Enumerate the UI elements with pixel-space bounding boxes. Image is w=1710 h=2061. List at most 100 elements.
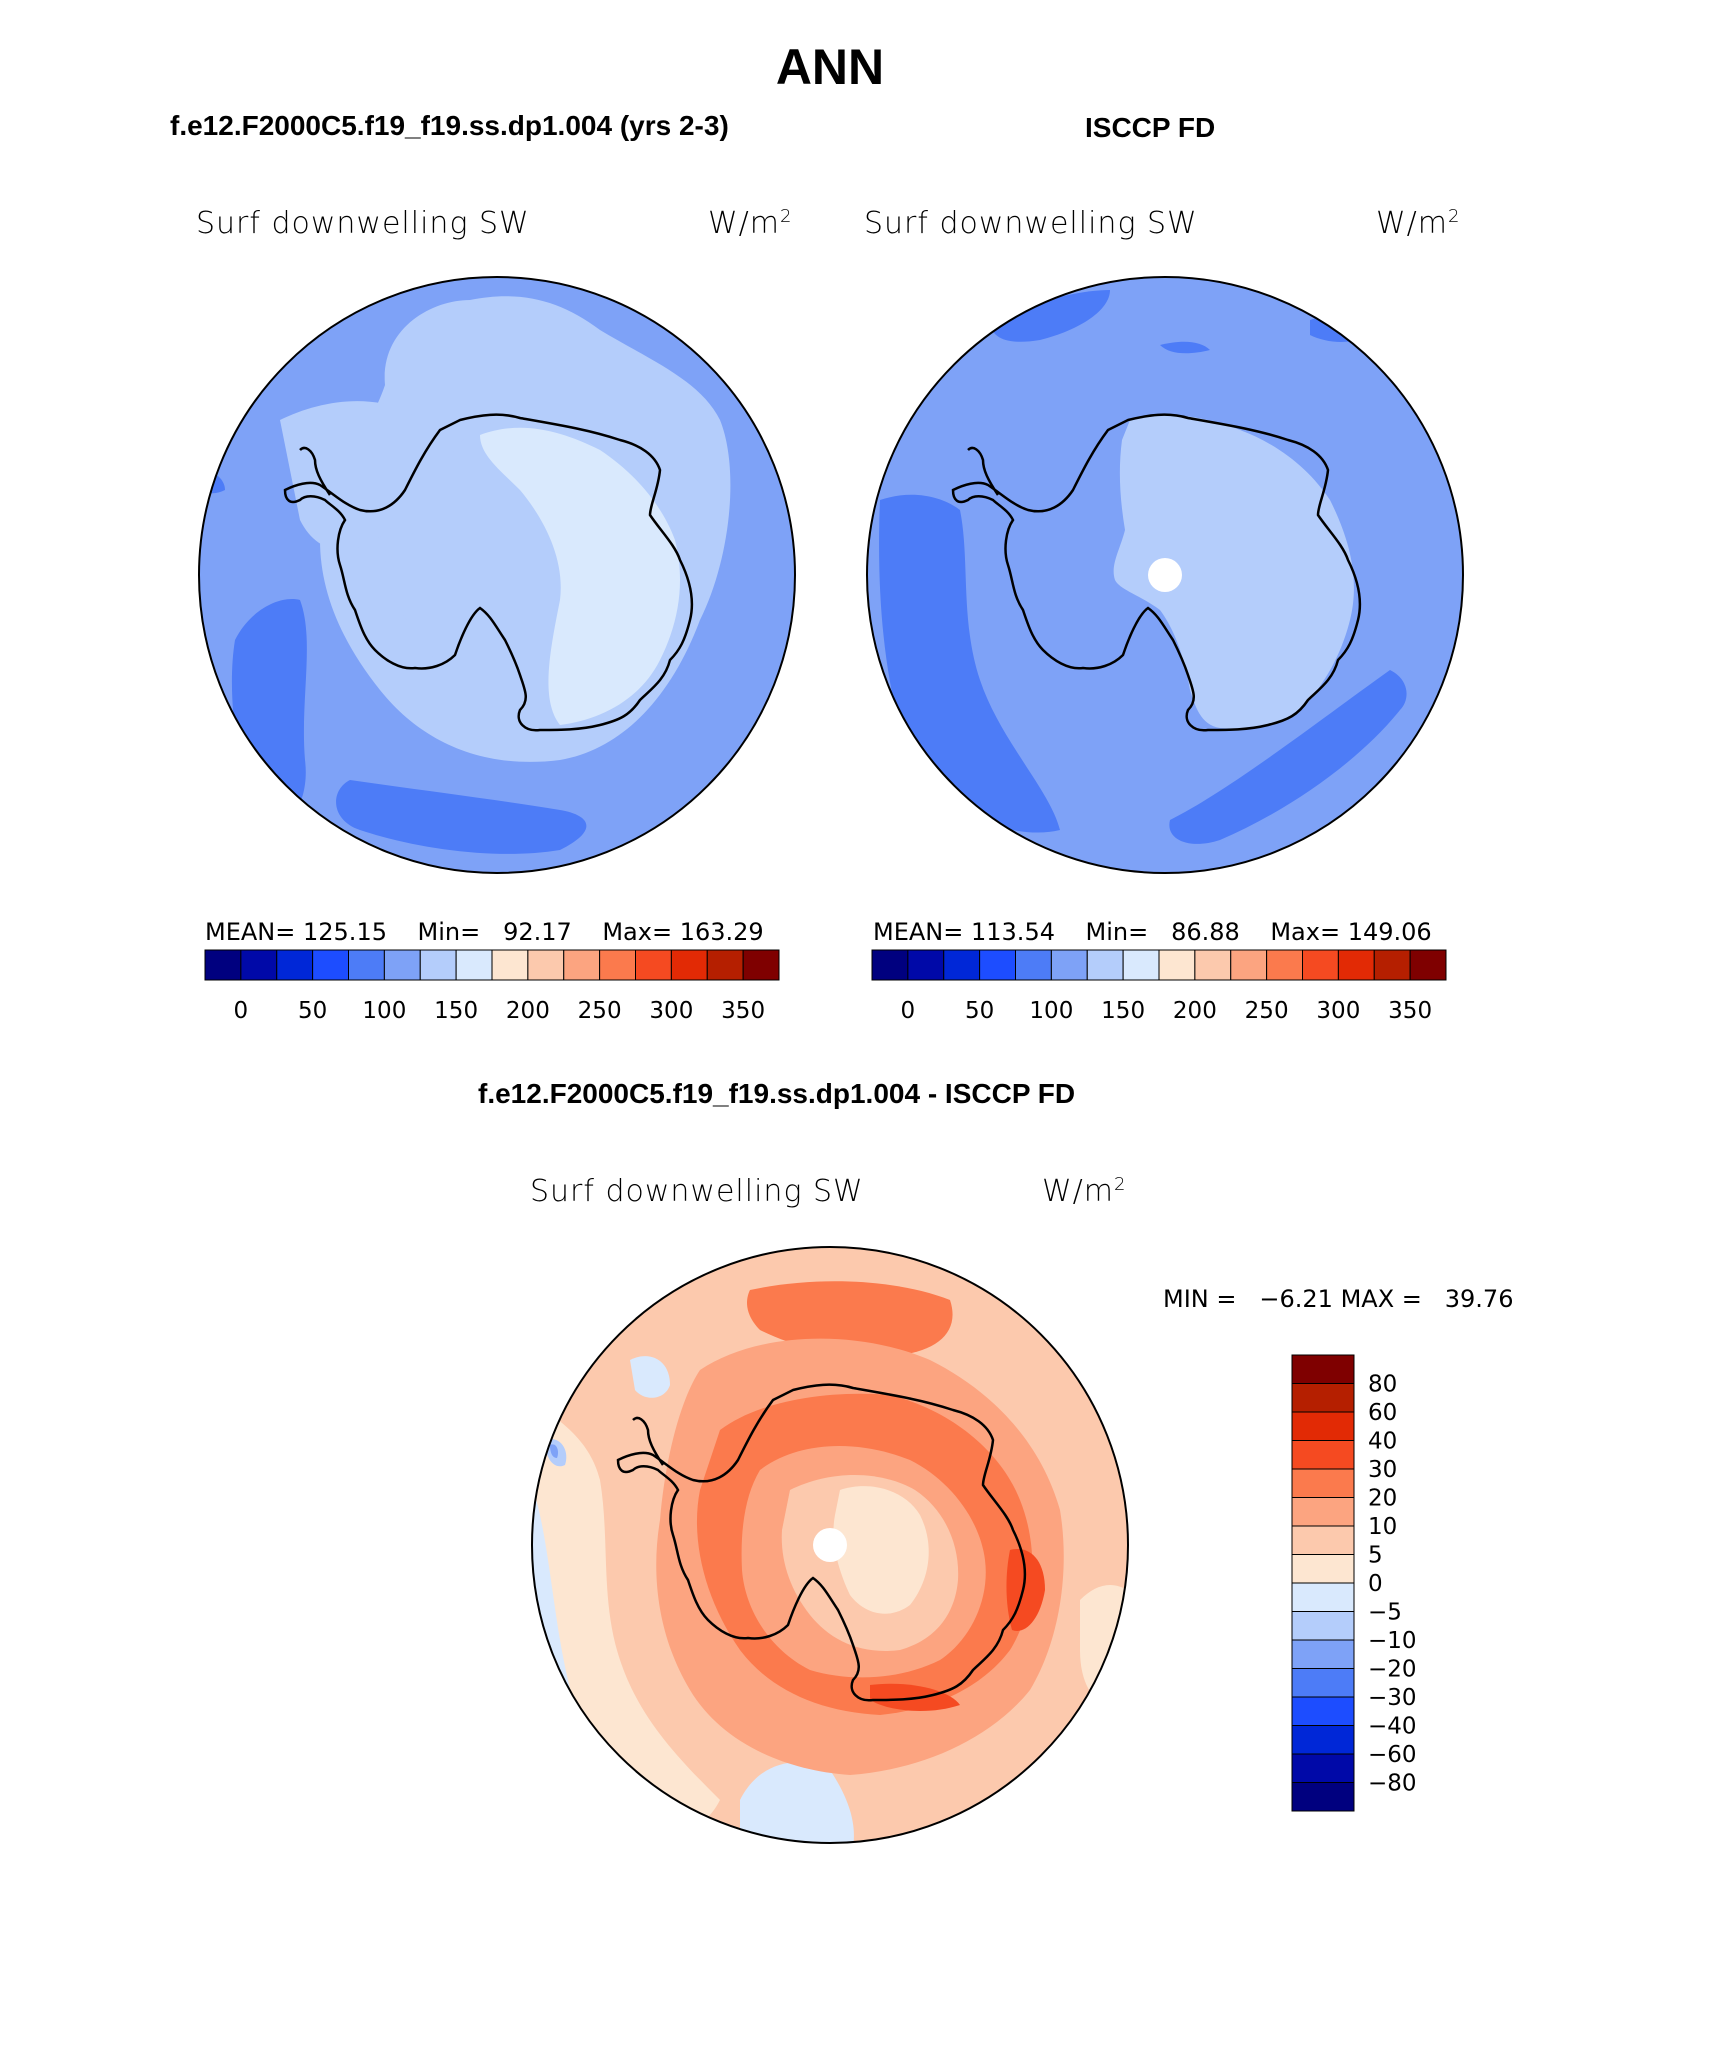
model-dark-patch-2: [336, 780, 587, 854]
diff-colorbar-tick-label: −40: [1368, 1714, 1417, 1740]
diff-colorbar-tick-label: 40: [1368, 1429, 1397, 1455]
model-colorbar-tick-label: 200: [506, 998, 550, 1024]
model-plateau: [480, 427, 680, 725]
obs-colorbar-box: [1050, 949, 1088, 981]
obs-colorbar-box: [1230, 949, 1268, 981]
diff-colorbar-tick-label: 60: [1368, 1400, 1397, 1426]
diff-colorbar-box: [1291, 1497, 1355, 1527]
obs-colorbar-box: [1122, 949, 1160, 981]
model-colorbar-box: [670, 949, 708, 981]
diff-colorbar-tick-label: −60: [1368, 1742, 1417, 1768]
diff-neg-region-3: [630, 1356, 670, 1398]
model-variable-label: Surf downwelling SW: [196, 206, 530, 241]
diff-colorbar-tick-label: 20: [1368, 1486, 1397, 1512]
model-colorbar-tick-label: 300: [649, 998, 693, 1024]
model-colorbar-box: [491, 949, 529, 981]
obs-pole-hole: [1148, 558, 1182, 592]
model-colorbar-tick-label: 350: [721, 998, 765, 1024]
diff-units-label: W/m2: [1042, 1174, 1127, 1209]
diff-colorbar-tick-label: −80: [1368, 1771, 1417, 1797]
model-colorbar-box: [599, 949, 636, 981]
model-colorbar-tick-label: 150: [434, 998, 478, 1024]
model-colorbar-box: [312, 949, 349, 981]
obs-units-label: W/m2: [1376, 206, 1461, 241]
diff-neg-region-5: [550, 1444, 559, 1458]
diff-colorbar-box: [1291, 1782, 1355, 1812]
model-peninsula: [299, 446, 332, 496]
model-coastline: [283, 413, 694, 732]
model-colorbar-box: [383, 949, 421, 981]
obs-colorbar-box: [979, 949, 1016, 981]
obs-coastline: [951, 413, 1362, 732]
obs-colorbar-tick-label: 150: [1101, 998, 1145, 1024]
diff-colorbar-tick-label: 30: [1368, 1457, 1397, 1483]
obs-colorbar-box: [1015, 949, 1052, 981]
model-case-title: f.e12.F2000C5.f19_f19.ss.dp1.004 (yrs 2-…: [170, 110, 729, 141]
model-colorbar-box: [419, 949, 457, 981]
diff-colorbar-box: [1291, 1582, 1355, 1612]
obs-colorbar-tick-label: 300: [1316, 998, 1360, 1024]
obs-colorbar-tick-label: 250: [1245, 998, 1289, 1024]
model-colorbar-box: [348, 949, 385, 981]
obs-colorbar-tick-label: 100: [1029, 998, 1073, 1024]
diff-coastline: [616, 1383, 1027, 1702]
obs-colorbar-tick-label: 200: [1173, 998, 1217, 1024]
model-colorbar-box: [527, 949, 565, 981]
obs-colorbar-box: [1409, 949, 1447, 981]
diff-peninsula: [632, 1416, 665, 1466]
obs-colorbar-box: [871, 949, 909, 981]
model-map-fill: [199, 277, 795, 873]
diff-colorbar-box: [1291, 1383, 1355, 1413]
diff-variable-label: Surf downwelling SW: [530, 1174, 864, 1209]
diff-colorbar-tick-label: 0: [1368, 1571, 1383, 1597]
obs-peninsula: [967, 446, 1000, 496]
diff-colorbar-tick-label: −20: [1368, 1657, 1417, 1683]
model-colorbar-tick-label: 100: [362, 998, 406, 1024]
obs-case-title: ISCCP FD: [1085, 112, 1216, 143]
obs-colorbar-box: [907, 949, 945, 981]
obs-interior: [1113, 414, 1354, 729]
model-colorbar-box: [204, 949, 242, 981]
model-ring-light-2: [280, 401, 420, 550]
model-colorbar-box: [455, 949, 493, 981]
obs-colorbar-box: [943, 949, 981, 981]
diff-colorbar-tick-label: 10: [1368, 1514, 1397, 1540]
model-units-label: W/m2: [708, 206, 793, 241]
obs-dark-patch-3: [990, 290, 1110, 342]
diff-colorbar-box: [1291, 1411, 1355, 1441]
obs-colorbar-box: [1086, 949, 1124, 981]
diff-colorbar-tick-label: −10: [1368, 1628, 1417, 1654]
obs-colorbar-box: [1302, 949, 1339, 981]
model-stats: MEAN= 125.15 Min= 92.17 Max= 163.29: [205, 918, 764, 946]
obs-dark-patch-4: [1160, 341, 1210, 354]
model-colorbar-tick-label: 50: [298, 998, 327, 1024]
obs-colorbar-tick-label: 50: [965, 998, 994, 1024]
diff-colorbar-box: [1291, 1725, 1355, 1755]
diff-colorbar-box: [1291, 1354, 1355, 1384]
diff-colorbar-tick-label: −30: [1368, 1685, 1417, 1711]
model-colorbar-box: [742, 949, 780, 981]
model-colorbar-tick-label: 0: [234, 998, 249, 1024]
diff-center-light: [833, 1486, 929, 1614]
obs-colorbar-box: [1337, 949, 1375, 981]
obs-colorbar-box: [1266, 949, 1303, 981]
diff-strong-region-top: [747, 1281, 953, 1357]
diff-map-fill: [532, 1247, 1128, 1843]
model-colorbar-box: [635, 949, 672, 981]
figure-title: ANN: [775, 39, 885, 95]
model-colorbar-box: [276, 949, 314, 981]
model-colorbar-box: [240, 949, 278, 981]
obs-dark-patch-2: [1169, 670, 1407, 844]
model-colorbar-box: [563, 949, 601, 981]
diff-colorbar-box: [1291, 1440, 1355, 1470]
diff-colorbar-tick-label: 80: [1368, 1372, 1397, 1398]
diff-colorbar-box: [1291, 1611, 1355, 1641]
diff-pole-hole: [813, 1528, 847, 1562]
obs-dark-patch-1: [879, 494, 1060, 833]
diff-colorbar-box: [1291, 1696, 1355, 1726]
diff-case-title: f.e12.F2000C5.f19_f19.ss.dp1.004 - ISCCP…: [478, 1078, 1076, 1109]
